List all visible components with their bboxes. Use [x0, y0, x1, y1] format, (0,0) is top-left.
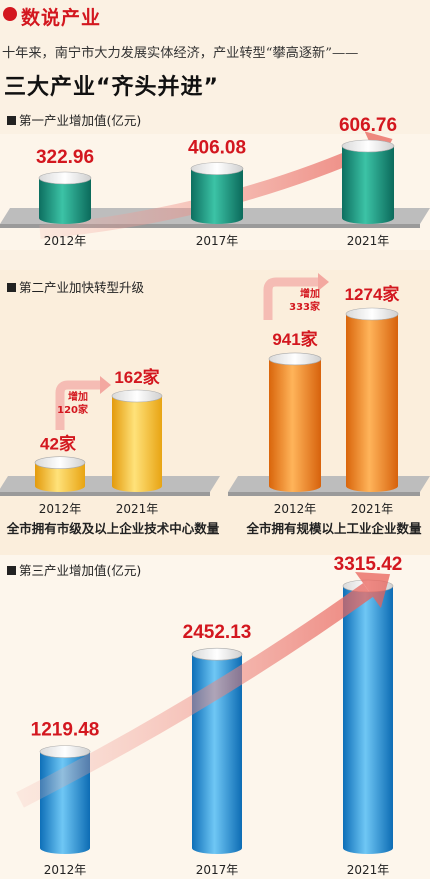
- industry-bar-1: [346, 314, 398, 492]
- primary-year-label-1: 2017年: [196, 234, 239, 248]
- tertiary-trend-arrow-head: [355, 572, 391, 608]
- section-tertiary-title: 第三产业增加值(亿元): [7, 560, 141, 579]
- tertiary-year-label-2: 2021年: [347, 863, 390, 877]
- section-secondary-title-text: 第二产业加快转型升级: [19, 280, 145, 295]
- chart-layer: 322.96 2012年 406.08 2017年 606.76 2021年 42家 2012…: [0, 115, 430, 877]
- primary-bar-1-top: [190, 162, 244, 175]
- tech-year-label-0: 2012年: [39, 502, 82, 516]
- tertiary-value-label-0: 1219.48: [31, 720, 100, 741]
- industry-platform: [228, 476, 430, 492]
- primary-bar-0-top: [38, 171, 92, 185]
- brand-title: 数说产业: [21, 7, 102, 29]
- tech-year-label-1: 2021年: [116, 502, 159, 516]
- tech-increase-arrow-head: [100, 376, 111, 394]
- tech-value-label-0: 42家: [40, 434, 76, 454]
- primary-bar-0: [39, 178, 91, 224]
- primary-bar-2: [342, 146, 394, 224]
- square-bullet-icon: [7, 283, 16, 292]
- section-secondary-title: 第二产业加快转型升级: [7, 277, 144, 296]
- industry-caption: 全市拥有规模以上工业企业数量: [245, 521, 422, 536]
- section-primary-title-text: 第一产业增加值(亿元): [19, 113, 142, 128]
- industry-value-label-0: 941家: [272, 329, 317, 349]
- section-primary-title: 第一产业增加值(亿元): [7, 110, 141, 129]
- tech-bar-0: [35, 462, 85, 492]
- tech-bar-0-top: [34, 456, 86, 469]
- tech-caption: 全市拥有市级及以上企业技术中心数量: [6, 521, 220, 536]
- tech-increase-arrow: [55, 380, 100, 430]
- industry-increase-label-0: 增加: [300, 287, 320, 300]
- industry-bar-0-top: [268, 352, 322, 366]
- headline: 三大产业“齐头并进”: [4, 75, 219, 100]
- primary-year-label-0: 2012年: [44, 234, 87, 248]
- tertiary-bar-0-top: [39, 745, 91, 758]
- section-tertiary-title-text: 第三产业增加值(亿元): [19, 563, 142, 578]
- tech-platform-edge: [0, 492, 210, 496]
- primary-value-label-1: 406.08: [188, 138, 246, 159]
- tech-increase-label-0: 增加: [68, 390, 88, 403]
- square-bullet-icon: [7, 116, 16, 125]
- industry-increase-label-1: 333家: [289, 300, 321, 313]
- tertiary-bar-1-top: [191, 647, 243, 661]
- square-bullet-icon: [7, 566, 16, 575]
- tech-bar-1-top: [111, 389, 163, 403]
- tertiary-trend-arrow: [16, 583, 373, 808]
- primary-bar-2-top: [341, 139, 395, 153]
- industry-bar-1-top: [345, 307, 399, 321]
- primary-bar-1: [191, 168, 243, 224]
- tertiary-value-label-2: 3315.42: [334, 554, 403, 575]
- tertiary-year-label-1: 2017年: [196, 863, 239, 877]
- primary-year-label-2: 2021年: [347, 234, 390, 248]
- tertiary-bar-2: [343, 586, 393, 854]
- primary-value-label-2: 606.76: [339, 115, 397, 136]
- industry-increase-arrow: [263, 277, 318, 320]
- tech-bar-1: [112, 396, 162, 492]
- industry-bar-0: [269, 358, 321, 492]
- industry-year-label-0: 2012年: [274, 502, 317, 516]
- brand-dot-icon: [3, 7, 17, 21]
- tertiary-year-label-0: 2012年: [44, 863, 87, 877]
- lead-text: 十年来，南宁市大力发展实体经济，产业转型“攀高逐新”——: [2, 46, 359, 61]
- tech-increase-label-1: 120家: [57, 403, 89, 416]
- header-bar: 数说产业: [0, 0, 430, 36]
- primary-value-label-0: 322.96: [36, 147, 94, 168]
- industry-year-label-1: 2021年: [351, 502, 394, 516]
- industry-platform-edge: [228, 492, 420, 496]
- tech-platform: [0, 476, 220, 492]
- industry-increase-arrow-head: [318, 273, 329, 291]
- tertiary-value-label-1: 2452.13: [183, 622, 252, 643]
- industry-value-label-1: 1274家: [345, 284, 400, 304]
- tech-value-label-1: 162家: [114, 367, 159, 387]
